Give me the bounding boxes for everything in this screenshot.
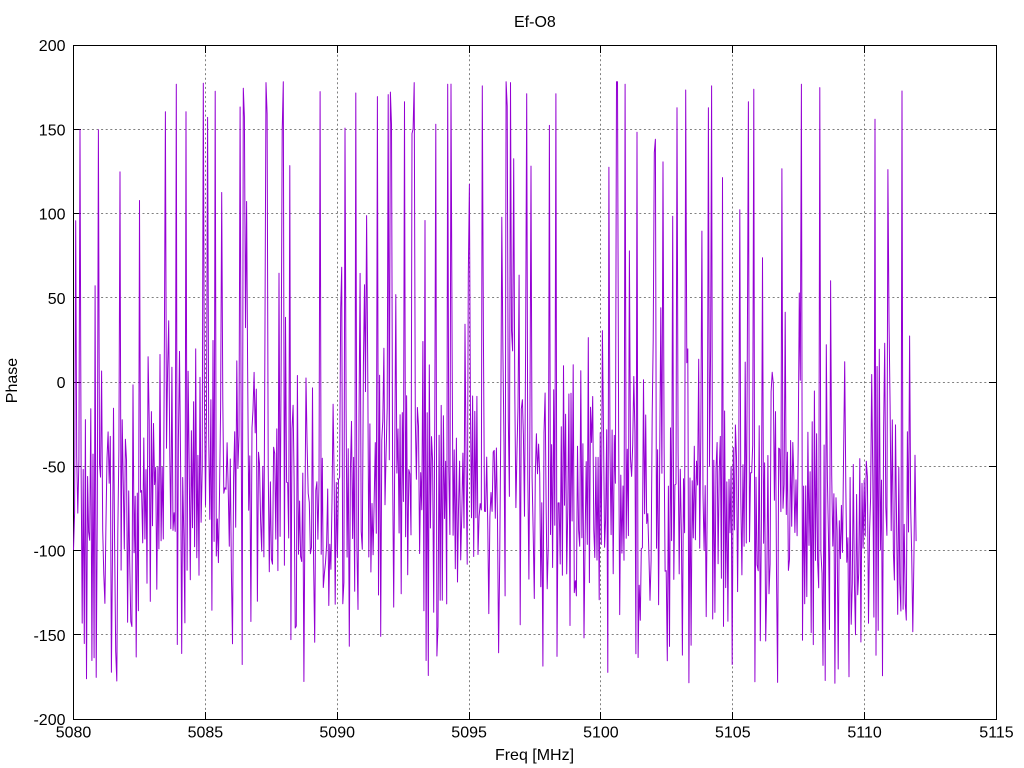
svg-text:150: 150	[39, 122, 66, 139]
svg-text:5080: 5080	[56, 725, 92, 742]
svg-text:5105: 5105	[715, 725, 751, 742]
svg-text:-200: -200	[33, 712, 65, 729]
svg-text:5115: 5115	[979, 725, 1014, 742]
svg-text:5100: 5100	[583, 725, 619, 742]
svg-text:5085: 5085	[188, 725, 224, 742]
svg-text:Phase: Phase	[4, 358, 21, 403]
svg-text:100: 100	[39, 207, 66, 224]
svg-text:-100: -100	[33, 544, 65, 561]
svg-text:5110: 5110	[847, 725, 882, 742]
svg-text:Freq [MHz]: Freq [MHz]	[495, 747, 574, 764]
svg-text:50: 50	[48, 291, 66, 308]
svg-text:5090: 5090	[319, 725, 355, 742]
svg-text:Ef-O8: Ef-O8	[514, 14, 556, 31]
svg-text:0: 0	[57, 375, 66, 392]
svg-text:200: 200	[39, 38, 66, 55]
svg-text:-150: -150	[33, 628, 65, 645]
svg-text:-50: -50	[42, 459, 65, 476]
svg-text:5095: 5095	[451, 725, 487, 742]
